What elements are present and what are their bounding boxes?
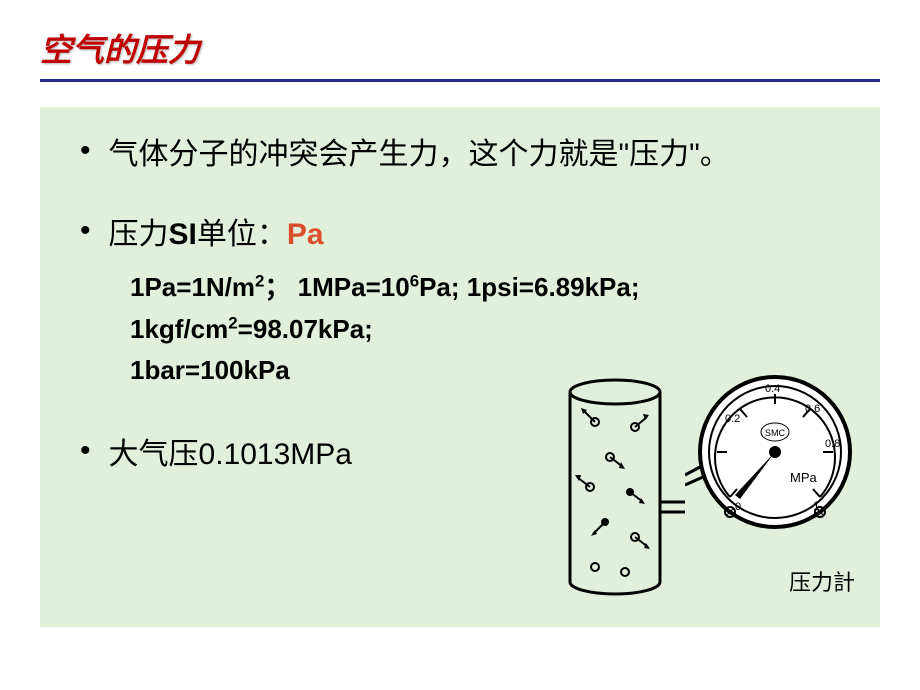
bullet-dot-icon: • [80, 216, 91, 246]
gauge-unit: MPa [790, 470, 818, 485]
f1a: 1Pa=1N/m [130, 272, 255, 302]
gauge-tick-02: 0.2 [725, 413, 740, 425]
gauge-tick-04: 0.4 [765, 383, 780, 395]
cylinder-icon [555, 372, 685, 602]
bullet-3-text: 大气压0.1013MPa [109, 432, 352, 477]
bullet-1-text: 气体分子的冲突会产生力，这个力就是"压力"。 [109, 132, 730, 177]
slide-container: 空气的压力 • 气体分子的冲突会产生力，这个力就是"压力"。 • 压力SI单位：… [0, 0, 920, 690]
formula-line-1: 1Pa=1N/m2； 1MPa=106Pa; 1psi=6.89kPa; [130, 267, 840, 309]
gauge-brand: SMC [765, 428, 786, 438]
gauge-tick-06: 0.6 [805, 403, 820, 415]
atm-value: 0.1013MPa [199, 438, 352, 471]
si-label: SI [169, 218, 197, 251]
bullet-2-prefix: 压力 [109, 218, 169, 251]
bullet-dot-icon: • [80, 436, 91, 466]
unit-pa: Pa [287, 218, 324, 251]
bullet-2-text: 压力SI单位：Pa [109, 212, 324, 257]
gauge-caption: 压力計 [789, 565, 855, 597]
bullet-2-mid: 单位： [197, 218, 287, 251]
formula-line-2: 1kgf/cm2=98.07kPa; [130, 309, 840, 351]
pressure-diagram: 0 0.2 0.4 0.6 0.8 1 SMC MPa [555, 352, 855, 602]
atm-prefix: 大气压 [109, 438, 199, 471]
f1b: ； 1MPa=10 [264, 272, 409, 302]
content-box: • 气体分子的冲突会产生力，这个力就是"压力"。 • 压力SI单位：Pa 1Pa… [40, 107, 880, 627]
gauge-tick-08: 0.8 [825, 438, 840, 450]
f2b: =98.07kPa; [238, 314, 373, 344]
gauge-icon: 0 0.2 0.4 0.6 0.8 1 SMC MPa [685, 367, 855, 537]
bullet-2: • 压力SI单位：Pa [80, 212, 840, 257]
title-underline [40, 79, 880, 82]
bullet-dot-icon: • [80, 136, 91, 166]
f2a: 1kgf/cm [130, 314, 228, 344]
f1sup2: 6 [410, 271, 419, 290]
f2sup: 2 [228, 313, 237, 332]
f1c: Pa; 1psi=6.89kPa; [419, 272, 639, 302]
bullet-1: • 气体分子的冲突会产生力，这个力就是"压力"。 [80, 132, 840, 177]
slide-title: 空气的压力 [40, 25, 880, 71]
